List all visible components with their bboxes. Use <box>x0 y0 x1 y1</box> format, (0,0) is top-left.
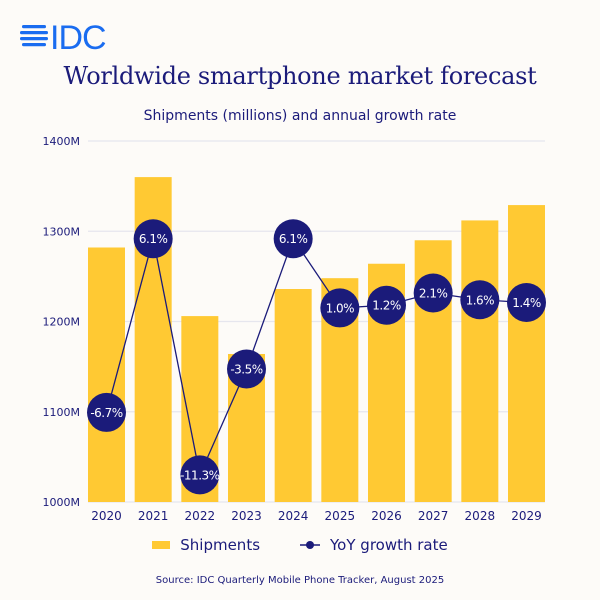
svg-text:IDC: IDC <box>50 20 106 52</box>
y-tick-label: 1300M <box>43 225 81 238</box>
legend-label: Shipments <box>180 536 261 554</box>
x-tick-label: 2023 <box>231 509 262 523</box>
idc-logo: IDC <box>20 20 107 52</box>
growth-point-2029 <box>507 283 546 322</box>
y-tick-label: 1200M <box>43 316 81 329</box>
x-tick-label: 2022 <box>185 509 216 523</box>
x-tick-label: 2028 <box>465 509 496 523</box>
bar-2024 <box>274 289 312 502</box>
growth-label: 1.2% <box>372 299 401 313</box>
x-tick-label: 2021 <box>138 509 169 523</box>
x-tick-label: 2020 <box>91 509 122 523</box>
chart-title: Worldwide smartphone market forecast <box>63 62 537 90</box>
growth-point-2028 <box>460 280 500 320</box>
legend-item-shipments[interactable]: Shipments <box>152 536 260 554</box>
growth-point-2025 <box>320 288 360 328</box>
x-tick-label: 2029 <box>511 509 542 523</box>
bar-2020 <box>88 247 125 502</box>
y-tick-label: 1100M <box>43 406 81 419</box>
growth-label: -11.3% <box>180 468 220 482</box>
growth-label: 2.1% <box>419 287 448 301</box>
legend-label: YoY growth rate <box>330 536 448 554</box>
growth-label: -6.7% <box>90 406 122 420</box>
growth-line <box>105 237 527 478</box>
x-tick-label: 2025 <box>325 509 356 523</box>
bar-swatch-icon <box>152 541 171 549</box>
growth-point-2023 <box>227 349 266 389</box>
y-tick-label: 1400M <box>43 135 81 148</box>
bar-2029 <box>508 205 545 502</box>
y-tick-label: 1000M <box>43 496 81 509</box>
growth-point-2020 <box>87 392 126 432</box>
growth-point-2022 <box>180 455 220 495</box>
growth-label: -3.5% <box>230 363 262 377</box>
growth-point-2026 <box>367 285 406 325</box>
growth-point-2027 <box>413 273 453 313</box>
line-marker-icon <box>300 541 321 549</box>
chart-subtitle: Shipments (millions) and annual growth r… <box>143 108 457 124</box>
growth-point-2021 <box>133 219 173 259</box>
legend: Shipments YoY growth rate <box>0 536 600 554</box>
x-tick-label: 2027 <box>418 509 449 523</box>
legend-item-growth[interactable]: YoY growth rate <box>300 536 448 554</box>
growth-label: 6.1% <box>139 232 168 246</box>
growth-label: 1.0% <box>326 301 355 315</box>
x-tick-label: 2026 <box>371 509 402 523</box>
source-note: Source: IDC Quarterly Mobile Phone Track… <box>155 575 445 586</box>
x-tick-label: 2024 <box>278 509 309 523</box>
growth-label: 1.6% <box>466 293 495 307</box>
growth-label: 6.1% <box>279 232 308 246</box>
growth-point-2024 <box>273 219 313 259</box>
growth-label: 1.4% <box>512 296 541 310</box>
bar-2028 <box>461 220 499 503</box>
